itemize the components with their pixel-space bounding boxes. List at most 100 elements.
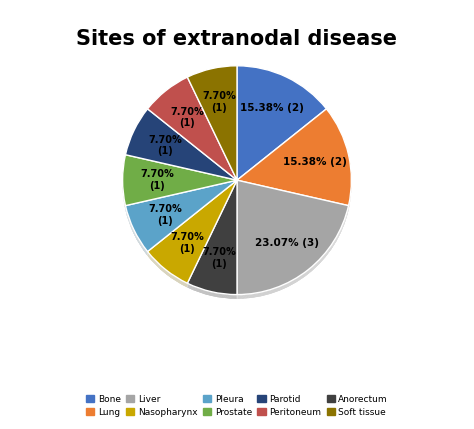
Wedge shape [147, 182, 237, 285]
Wedge shape [126, 109, 237, 180]
Wedge shape [187, 183, 237, 298]
Wedge shape [147, 184, 237, 287]
Text: 7.70%
(1): 7.70% (1) [202, 91, 236, 113]
Wedge shape [126, 183, 237, 254]
Wedge shape [147, 183, 237, 286]
Wedge shape [123, 155, 237, 206]
Wedge shape [237, 183, 348, 298]
Wedge shape [237, 182, 348, 297]
Wedge shape [237, 111, 351, 208]
Wedge shape [237, 180, 348, 295]
Wedge shape [237, 109, 351, 206]
Wedge shape [237, 181, 348, 296]
Wedge shape [187, 181, 237, 296]
Wedge shape [187, 184, 237, 298]
Wedge shape [126, 182, 237, 253]
Wedge shape [187, 180, 237, 295]
Wedge shape [123, 157, 237, 208]
Wedge shape [237, 112, 351, 208]
Text: 7.70%
(1): 7.70% (1) [148, 135, 182, 156]
Wedge shape [147, 181, 237, 284]
Wedge shape [237, 181, 348, 295]
Wedge shape [147, 181, 237, 284]
Wedge shape [126, 183, 237, 254]
Wedge shape [237, 181, 348, 295]
Wedge shape [123, 157, 237, 208]
Text: 7.70%
(1): 7.70% (1) [170, 107, 204, 128]
Wedge shape [237, 112, 351, 208]
Wedge shape [237, 181, 348, 295]
Wedge shape [147, 182, 237, 285]
Wedge shape [187, 184, 237, 298]
Text: 7.70%
(1): 7.70% (1) [148, 204, 182, 226]
Wedge shape [147, 77, 237, 180]
Wedge shape [126, 182, 237, 254]
Wedge shape [123, 158, 237, 208]
Wedge shape [237, 112, 351, 209]
Text: 7.70%
(1): 7.70% (1) [170, 232, 204, 254]
Wedge shape [187, 66, 237, 180]
Text: 15.38% (2): 15.38% (2) [240, 103, 304, 113]
Wedge shape [126, 182, 237, 254]
Wedge shape [123, 155, 237, 206]
Wedge shape [187, 182, 237, 297]
Text: Sites of extranodal disease: Sites of extranodal disease [76, 29, 398, 48]
Wedge shape [147, 184, 237, 287]
Wedge shape [187, 183, 237, 297]
Wedge shape [237, 112, 351, 209]
Legend: Bone, Lung, Liver, Nasopharynx, Pleura, Prostate, Parotid, Peritoneum, Anorectum: Bone, Lung, Liver, Nasopharynx, Pleura, … [82, 391, 392, 420]
Wedge shape [237, 111, 351, 208]
Wedge shape [147, 184, 237, 287]
Wedge shape [237, 184, 348, 299]
Wedge shape [147, 181, 237, 284]
Wedge shape [123, 158, 237, 209]
Wedge shape [237, 113, 351, 210]
Wedge shape [187, 182, 237, 296]
Wedge shape [123, 157, 237, 208]
Wedge shape [147, 183, 237, 286]
Wedge shape [123, 155, 237, 205]
Wedge shape [237, 109, 351, 206]
Text: 7.70%
(1): 7.70% (1) [202, 248, 236, 269]
Wedge shape [126, 184, 237, 256]
Wedge shape [123, 156, 237, 206]
Wedge shape [237, 184, 348, 298]
Wedge shape [123, 157, 237, 208]
Wedge shape [126, 181, 237, 253]
Wedge shape [237, 181, 348, 296]
Wedge shape [126, 181, 237, 252]
Wedge shape [237, 112, 351, 209]
Wedge shape [126, 181, 237, 253]
Wedge shape [187, 181, 237, 295]
Wedge shape [147, 182, 237, 286]
Wedge shape [237, 109, 351, 206]
Wedge shape [237, 109, 351, 205]
Wedge shape [237, 110, 351, 206]
Wedge shape [126, 184, 237, 255]
Text: 7.70%
(1): 7.70% (1) [140, 169, 174, 191]
Wedge shape [237, 184, 348, 299]
Wedge shape [126, 181, 237, 252]
Wedge shape [237, 182, 348, 296]
Wedge shape [187, 181, 237, 295]
Wedge shape [126, 181, 237, 252]
Wedge shape [147, 183, 237, 286]
Wedge shape [126, 182, 237, 254]
Wedge shape [187, 181, 237, 296]
Wedge shape [126, 184, 237, 255]
Wedge shape [237, 181, 348, 296]
Wedge shape [147, 181, 237, 284]
Wedge shape [123, 158, 237, 209]
Wedge shape [123, 156, 237, 207]
Wedge shape [237, 111, 351, 208]
Wedge shape [237, 112, 351, 208]
Wedge shape [237, 183, 348, 297]
Wedge shape [237, 182, 348, 297]
Wedge shape [237, 184, 348, 298]
Wedge shape [187, 182, 237, 296]
Wedge shape [187, 181, 237, 296]
Wedge shape [123, 156, 237, 207]
Wedge shape [123, 159, 237, 210]
Wedge shape [123, 156, 237, 207]
Wedge shape [187, 183, 237, 297]
